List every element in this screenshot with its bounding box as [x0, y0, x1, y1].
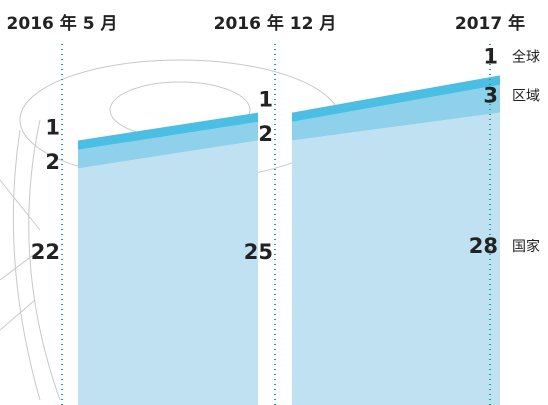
value-label: 1 [258, 88, 273, 112]
area-segment [78, 112, 258, 150]
value-label: 2 [258, 122, 273, 146]
series-name: 国家 [512, 238, 540, 255]
value-label: 28 [469, 234, 498, 258]
value-label: 25 [244, 240, 273, 264]
value-label: 1 [45, 116, 60, 140]
x-label: 2017 年 [455, 13, 525, 34]
area-segment [78, 140, 258, 405]
area-segment [78, 121, 258, 169]
value-label: 2 [45, 150, 60, 174]
value-label: 1 [483, 44, 498, 68]
value-label: 3 [483, 84, 498, 108]
series-name: 区域 [512, 89, 540, 105]
x-label: 2016 年 12 月 [214, 13, 337, 34]
area-segment [292, 75, 500, 122]
value-label: 22 [31, 240, 60, 264]
series-name: 全球 [512, 48, 540, 65]
x-label: 2016 年 5 月 [7, 13, 118, 34]
area-segment [292, 112, 500, 405]
area-segment [292, 84, 500, 141]
